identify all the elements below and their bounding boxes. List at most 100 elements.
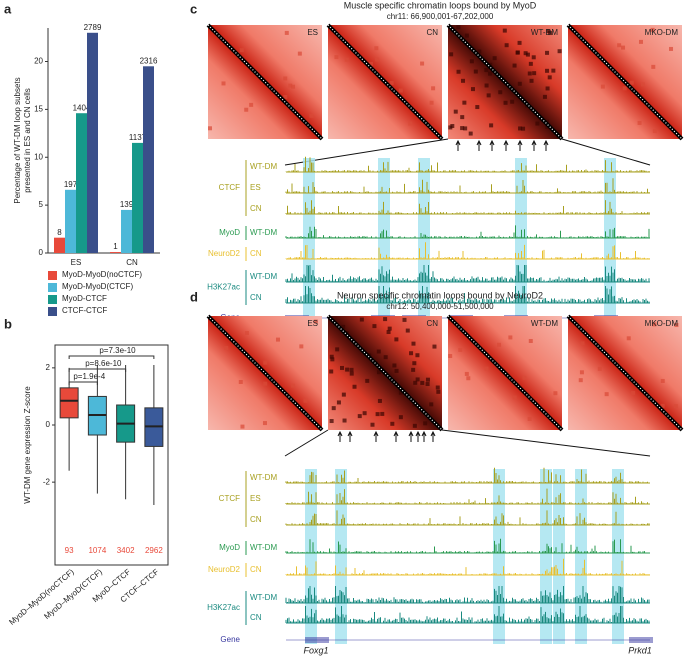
bar bbox=[54, 237, 65, 253]
hic-pixel bbox=[359, 317, 364, 322]
hic-pixel bbox=[262, 421, 267, 426]
map-label: ES bbox=[307, 319, 318, 328]
signal-track bbox=[285, 606, 650, 623]
hic-pixel bbox=[336, 400, 341, 405]
hic-pixel bbox=[617, 43, 622, 48]
bracket bbox=[68, 381, 98, 385]
sample-label: CN bbox=[250, 613, 262, 622]
bracket bbox=[68, 368, 127, 372]
loop-arrow bbox=[408, 430, 414, 442]
legend-swatch bbox=[48, 283, 57, 292]
hic-pixel bbox=[329, 369, 334, 374]
gene-row-label: Gene bbox=[220, 635, 240, 644]
map-label: WT-DM bbox=[531, 28, 558, 37]
hic-pixel bbox=[341, 324, 346, 329]
hic-pixel bbox=[291, 84, 296, 89]
hic-diagonal bbox=[326, 23, 444, 141]
signal-track bbox=[285, 200, 650, 214]
loop-arrow bbox=[430, 430, 436, 442]
box bbox=[59, 387, 79, 419]
hic-pixel bbox=[340, 365, 345, 370]
hic-pixel bbox=[299, 344, 304, 349]
p-value: p=7.3e-10 bbox=[99, 346, 136, 355]
hic-pixel bbox=[429, 402, 434, 407]
hic-pixel bbox=[398, 390, 403, 395]
hic-pixel bbox=[224, 345, 229, 350]
loop-arrow bbox=[337, 430, 343, 442]
hic-pixel bbox=[466, 376, 471, 381]
hic-pixel bbox=[453, 109, 458, 114]
hic-pixel bbox=[390, 421, 395, 426]
loop-arrow bbox=[531, 139, 537, 151]
panel-label: c bbox=[190, 1, 197, 16]
hic-pixel bbox=[263, 360, 268, 365]
hic-pixel bbox=[420, 380, 425, 385]
panel-label: a bbox=[4, 1, 12, 16]
sample-label: CN bbox=[250, 293, 262, 302]
hic-pixel bbox=[412, 423, 417, 428]
hic-pixel bbox=[604, 392, 609, 397]
hic-pixel bbox=[387, 326, 392, 331]
hic-pixel bbox=[528, 61, 533, 66]
hic-pixel bbox=[527, 416, 532, 421]
hic-pixel bbox=[383, 355, 388, 360]
bar bbox=[110, 252, 121, 253]
hic-pixel bbox=[342, 418, 347, 423]
gene-body bbox=[305, 637, 329, 643]
hic-pixel bbox=[477, 49, 482, 54]
loop-arrow bbox=[455, 139, 461, 151]
signal-track bbox=[285, 265, 650, 282]
group-label: NeuroD2 bbox=[208, 565, 241, 574]
legend-label: MyoD-MyoD(CTCF) bbox=[62, 282, 133, 291]
hic-pixel bbox=[402, 317, 407, 322]
map-label: WT-DM bbox=[531, 319, 558, 328]
bar-count: 2316 bbox=[140, 56, 158, 65]
hic-pixel bbox=[456, 69, 461, 74]
hic-pixel bbox=[531, 55, 536, 60]
hic-pixel bbox=[469, 59, 474, 64]
hic-pixel bbox=[463, 126, 468, 131]
legend-label: MyoD-MyoD(noCTCF) bbox=[62, 270, 142, 279]
panel-label: b bbox=[4, 316, 12, 331]
hic-pixel bbox=[510, 99, 515, 104]
hic-pixel bbox=[415, 377, 420, 382]
bar bbox=[65, 189, 76, 253]
hic-pixel bbox=[473, 69, 478, 74]
hic-pixel bbox=[291, 383, 296, 388]
hic-pixel bbox=[344, 57, 349, 62]
sample-label: WT-DM bbox=[250, 272, 277, 281]
hic-pixel bbox=[240, 424, 245, 429]
map-label: CN bbox=[426, 28, 438, 37]
hic-pixel bbox=[470, 87, 475, 92]
hic-pixel bbox=[221, 81, 226, 86]
hic-pixel bbox=[497, 342, 502, 347]
map-label: MKO-DM bbox=[645, 319, 679, 328]
hic-pixel bbox=[449, 52, 454, 57]
hic-pixel bbox=[208, 126, 213, 131]
group-label: CTCF bbox=[219, 494, 240, 503]
hic-pixel bbox=[464, 371, 469, 376]
hic-pixel bbox=[631, 390, 636, 395]
hic-pixel bbox=[650, 27, 655, 32]
bar bbox=[143, 66, 154, 253]
hic-pixel bbox=[368, 61, 373, 66]
plot-frame bbox=[54, 344, 169, 566]
hic-pixel bbox=[420, 61, 425, 66]
sample-label: WT-DM bbox=[250, 228, 277, 237]
hic-pixel bbox=[357, 414, 362, 419]
legend-swatch bbox=[48, 295, 57, 304]
hic-pixel bbox=[450, 124, 455, 129]
hic-pixel bbox=[349, 371, 354, 376]
signal-track bbox=[285, 242, 650, 259]
signal-track bbox=[285, 178, 650, 193]
legend-swatch bbox=[48, 271, 57, 280]
zoom-line bbox=[284, 429, 329, 457]
hic-pixel bbox=[398, 88, 403, 93]
hic-pixel bbox=[425, 377, 430, 382]
map-label: ES bbox=[307, 28, 318, 37]
y-axis-label: presented in ES and CN cells bbox=[23, 88, 32, 193]
hic-pixel bbox=[374, 46, 379, 51]
hic-pixel bbox=[263, 381, 268, 386]
hic-pixel bbox=[275, 337, 280, 342]
hic-pixel bbox=[460, 126, 465, 131]
